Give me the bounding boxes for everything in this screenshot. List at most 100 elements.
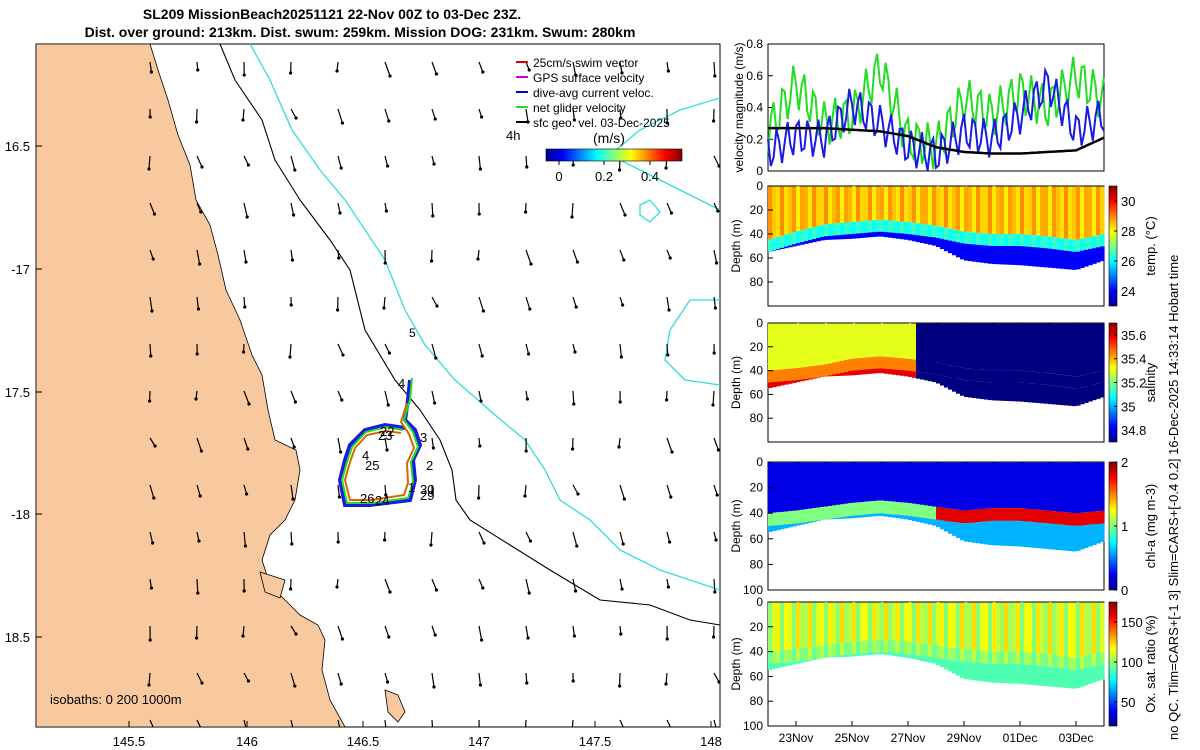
- profile-cell: [1100, 246, 1105, 262]
- profile-cell: [864, 369, 869, 375]
- profile-cell: [1068, 525, 1073, 552]
- profile-cell: [792, 380, 797, 383]
- vector-head: [570, 215, 574, 219]
- current-vector: [148, 672, 151, 686]
- profile-cell: [1040, 653, 1045, 666]
- profile-cell: [836, 462, 841, 505]
- profile-cell: [772, 381, 777, 388]
- surface-dot: [824, 602, 828, 606]
- profile-cell: [892, 501, 897, 515]
- profile-cell: [920, 323, 925, 361]
- profile-cell: [960, 648, 965, 662]
- profile-cell: [860, 221, 865, 234]
- profile-cell: [892, 357, 897, 370]
- profile-cell: [948, 365, 953, 378]
- profile-cell: [972, 522, 977, 543]
- contour-label: 5: [409, 326, 416, 340]
- profile-cell: [1024, 383, 1029, 403]
- profile-cell: [1004, 602, 1009, 652]
- surface-dot: [936, 323, 940, 327]
- legend-label: GPS surface velocity: [533, 71, 644, 85]
- profile-cell: [828, 186, 833, 224]
- profile-cell: [1040, 462, 1045, 511]
- vector-head: [717, 680, 720, 684]
- profile-cell: [776, 186, 781, 237]
- profile-cell: [1044, 602, 1049, 654]
- depth-tick-label: 20: [750, 340, 764, 354]
- profile-cell: [1080, 512, 1085, 526]
- profile-cell: [852, 602, 857, 642]
- profile-cell: [772, 651, 777, 664]
- profile-cell: [768, 186, 773, 240]
- vector-head: [434, 356, 438, 360]
- profile-cell: [896, 186, 901, 222]
- profile-cell: [796, 602, 801, 649]
- vector-head: [242, 73, 246, 77]
- profile-cell: [884, 356, 889, 369]
- profile-cell: [944, 462, 949, 509]
- current-vector: [619, 61, 623, 74]
- current-vector: [713, 578, 716, 593]
- profile-cell: [1052, 323, 1057, 374]
- track-day-label: 2: [426, 458, 433, 473]
- profile-cell: [1096, 665, 1101, 682]
- current-vector: [666, 484, 672, 498]
- profile-cell: [1092, 186, 1097, 237]
- surface-geostrophic-vectors: [147, 61, 720, 727]
- profile-cell: [796, 231, 801, 244]
- profile-cell: [768, 663, 773, 670]
- profile-cell: [1080, 387, 1085, 405]
- profile-cell: [892, 232, 897, 239]
- profile-cell: [1040, 186, 1045, 236]
- profile-cell: [816, 225, 821, 238]
- profile-cell: [1092, 248, 1097, 264]
- vector-head: [524, 449, 528, 453]
- vector-head: [339, 682, 343, 686]
- profile-cell: [820, 186, 825, 225]
- profile-cell: [1004, 508, 1009, 521]
- profile-cell: [924, 656, 929, 662]
- profile-cell: [824, 462, 829, 507]
- profile-cell: [816, 237, 821, 242]
- profile-cell: [780, 524, 785, 530]
- profile-cell: [1096, 652, 1101, 666]
- profile-cell: [1084, 525, 1089, 548]
- profile-cell: [1032, 602, 1037, 653]
- profile-cell: [808, 462, 813, 509]
- profile-cell: [1040, 602, 1045, 654]
- profile-cell: [812, 226, 817, 239]
- profile-cell: [1096, 383, 1101, 399]
- vector-head: [670, 450, 674, 454]
- profile-cell: [1044, 384, 1049, 404]
- profile-cell: [984, 233, 989, 246]
- processing-info-label: no QC. Tlim=CARS+[-1 3] Slim=CARS+[-0.4 …: [1166, 254, 1181, 740]
- profile-cell: [968, 232, 973, 245]
- profile-cell: [1096, 323, 1101, 372]
- current-vector: [666, 531, 671, 543]
- vector-head: [669, 495, 673, 499]
- vector-head: [340, 398, 344, 402]
- profile-cell: [864, 357, 869, 370]
- current-vector: [431, 296, 438, 307]
- vector-head: [150, 309, 154, 313]
- profile-cell: [828, 363, 833, 376]
- current-vector: [384, 61, 391, 77]
- depth-tick-label: 100: [743, 719, 763, 733]
- profile-cell: [780, 247, 785, 249]
- profile-cell: [888, 462, 893, 502]
- profile-cell: [956, 378, 961, 394]
- profile-cell: [852, 233, 857, 239]
- profile-cell: [876, 356, 881, 369]
- profile-cell: [988, 245, 993, 264]
- current-vector: [666, 296, 670, 311]
- vector-head: [337, 495, 341, 499]
- profile-cell: [1080, 250, 1085, 268]
- vector-head: [199, 210, 203, 214]
- surface-dot: [824, 462, 828, 466]
- current-vector: [243, 155, 249, 166]
- colorbar-label: temp. (°C): [1143, 216, 1158, 275]
- profile-cell: [900, 515, 905, 519]
- island: [259, 571, 286, 599]
- depth-axis-label: Depth (m): [729, 356, 743, 409]
- profile-cell: [904, 323, 909, 359]
